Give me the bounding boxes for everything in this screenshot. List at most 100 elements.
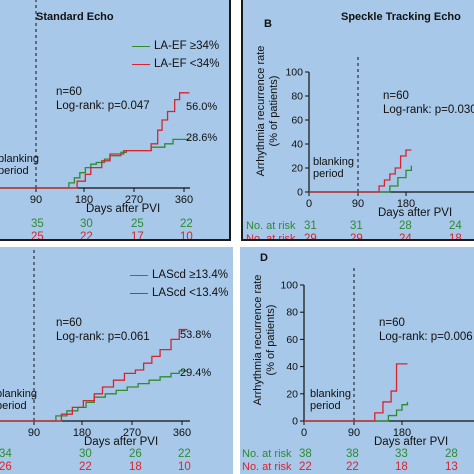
y-axis-label: Arrhythmia recurrence rate (% of patient… — [255, 31, 281, 191]
risk-green-2: 31 — [350, 220, 363, 232]
end-label-green: 29.4% — [180, 367, 212, 379]
risk-red-4: 18 — [449, 233, 462, 241]
x-axis-label: Days after PVI — [86, 203, 161, 215]
risk-red-2: 22 — [80, 231, 93, 241]
x-tick-label: 270 — [123, 427, 141, 439]
panel-b-title: Speckle Tracking Echo — [341, 11, 461, 23]
risk-red-4: 10 — [178, 461, 191, 473]
blanking-label: blanking period — [310, 388, 351, 412]
x-tick-label: 360 — [175, 194, 193, 206]
risk-green-2: 30 — [79, 448, 92, 460]
y-tick-label: 20 — [291, 163, 303, 175]
panel-a: Standard Echo 90 180 270 360 LA-EF ≥34% LA-… — [0, 0, 231, 241]
panel-c: 90 180 270 360 LAScd ≥13.4% LAScd <13.4% n=… — [0, 247, 233, 474]
blanking-line-2: period — [313, 168, 344, 180]
risk-label-green: No. at risk — [242, 448, 292, 460]
risk-label-red: No. at risk — [246, 233, 296, 241]
risk-red-3: 24 — [399, 233, 412, 241]
x-tick-label: 270 — [125, 194, 143, 206]
x-tick-label: 90 — [30, 194, 42, 206]
risk-green-4: 22 — [180, 218, 193, 230]
y-tick-label: 20 — [286, 388, 298, 400]
risk-green-1: 35 — [31, 218, 44, 230]
legend-label: LAScd ≥13.4% — [152, 269, 228, 281]
risk-green-3: 26 — [129, 448, 142, 460]
stat-logrank: Log-rank: p=0.061 — [56, 331, 150, 343]
panel-d: D 100 80 60 40 20 0 0 90 180 Arrhythmia recurren… — [240, 247, 474, 474]
blanking-line-2: period — [0, 165, 29, 177]
x-tick-label: 180 — [75, 194, 93, 206]
x-axis-label: Days after PVI — [84, 436, 159, 448]
risk-green-2: 30 — [80, 218, 93, 230]
x-axis-label: Days after PVI — [378, 207, 453, 219]
km-curve-green — [309, 165, 413, 193]
stat-n: n=60 — [383, 90, 409, 102]
x-tick-label: 90 — [28, 427, 40, 439]
stat-n: n=60 — [56, 86, 82, 98]
km-curve-red — [309, 149, 412, 193]
stat-logrank: Log-rank: p=0.006 — [379, 331, 473, 343]
y-tick-label: 100 — [280, 280, 298, 292]
legend-c-red: LAScd <13.4% — [130, 287, 228, 299]
y-tick-label: 40 — [291, 139, 303, 151]
y-axis-label-line-1: Arrhythmia recurrence rate — [252, 274, 264, 406]
legend-a-red: LA-EF <34% — [132, 58, 220, 70]
blanking-line-1: blanking — [0, 153, 39, 165]
km-curve-green — [0, 370, 188, 422]
risk-green-4: 22 — [178, 448, 191, 460]
km-curve-red — [0, 328, 188, 422]
risk-label-green: No. at risk — [246, 220, 296, 232]
x-tick-label: 90 — [348, 427, 360, 439]
y-axis-label: Arrhythmia recurrence rate (% of patient… — [252, 260, 278, 420]
legend-label: LAScd <13.4% — [152, 287, 229, 299]
y-tick-label: 0 — [297, 187, 303, 199]
risk-green-1: 31 — [304, 220, 317, 232]
km-curve-red — [304, 363, 408, 422]
blanking-line-1: blanking — [313, 156, 354, 168]
blanking-label: blanking period — [313, 156, 354, 180]
km-curve-green — [304, 401, 409, 422]
risk-green-2: 38 — [346, 448, 359, 460]
y-tick-label: 60 — [291, 115, 303, 127]
legend-a-green: LA-EF ≥34% — [132, 40, 219, 52]
panel-d-letter: D — [260, 252, 268, 264]
risk-green-4: 24 — [449, 220, 462, 232]
x-tick-label: 90 — [352, 198, 364, 210]
blanking-line-1: blanking — [0, 388, 37, 400]
risk-red-4: 13 — [445, 461, 458, 473]
risk-red-3: 18 — [129, 461, 142, 473]
risk-red-4: 10 — [180, 231, 193, 241]
legend-c-green: LAScd ≥13.4% — [130, 269, 228, 281]
end-label-green: 28.6% — [186, 132, 218, 144]
risk-red-2: 29 — [350, 233, 363, 241]
legend-label: LA-EF <34% — [154, 58, 220, 70]
y-tick-label: 0 — [292, 416, 298, 428]
blanking-label: blanking period — [0, 388, 37, 412]
risk-green-3: 28 — [399, 220, 412, 232]
blanking-line-1: blanking — [310, 388, 351, 400]
y-axis-label-line-1: Arrhythmia recurrence rate — [255, 45, 267, 177]
panel-c-plot: 90 180 270 360 — [0, 247, 191, 439]
x-tick-label: 0 — [301, 427, 307, 439]
stat-n: n=60 — [56, 317, 82, 329]
x-tick-label: 360 — [173, 427, 191, 439]
panel-a-title: Standard Echo — [36, 11, 114, 23]
x-tick-label: 180 — [73, 427, 91, 439]
x-axis-label: Days after PVI — [374, 436, 449, 448]
risk-red-1: 26 — [0, 461, 12, 473]
y-tick-label: 80 — [291, 91, 303, 103]
risk-red-1: 25 — [31, 231, 44, 241]
y-axis-label-line-2: (% of patients) — [265, 304, 277, 376]
y-axis-label-line-2: (% of patients) — [268, 75, 280, 147]
y-tick-label: 80 — [286, 307, 298, 319]
legend-label: LA-EF ≥34% — [154, 40, 220, 52]
risk-green-1: 34 — [0, 448, 12, 460]
stat-logrank: Log-rank: p=0.030 — [383, 104, 474, 116]
risk-red-2: 22 — [346, 461, 359, 473]
blanking-line-2: period — [310, 400, 341, 412]
panel-d-plot: 100 80 60 40 20 00 90 180 — [280, 267, 474, 439]
y-tick-label: 60 — [286, 334, 298, 346]
risk-green-3: 33 — [395, 448, 408, 460]
panel-a-plot: 90 180 270 360 — [0, 0, 193, 206]
y-tick-label: 100 — [285, 67, 303, 79]
